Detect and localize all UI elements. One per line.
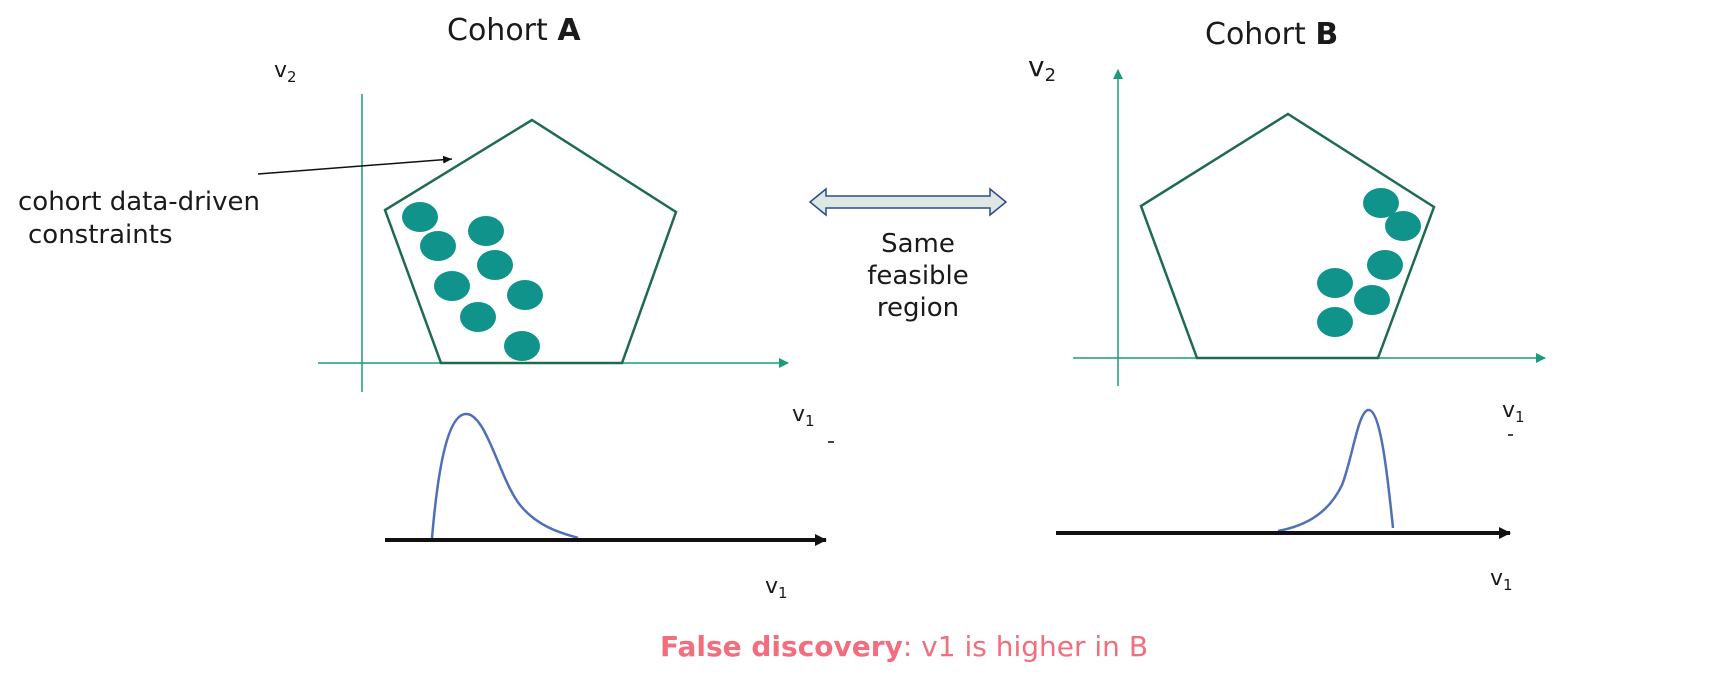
cohort-b-axes [1073,69,1546,386]
cohort-b-feasible-region [1139,112,1436,360]
same-region-double-arrow [808,187,1008,217]
same-feasible-region-line1: Same [881,229,955,259]
cohort-b-x-axis-label-sub: 1 [1515,408,1525,426]
cohort-a-y-axis-label-sub: 2 [287,68,297,86]
cohort-a-data-points [402,202,543,361]
data-point [507,280,543,310]
cohort-b-title: Cohort B [1205,20,1338,50]
cohort-b-x-axis-label-main: v [1502,398,1516,423]
cohort-b-density-axis-label: v1 [1490,564,1513,600]
cohort-a-title-letter: A [557,13,581,48]
cohort-a-title-prefix: Cohort [447,13,558,48]
cohort-a-title: Cohort A [447,16,581,46]
cohort-b-title-letter: B [1315,17,1339,52]
cohort-a-y-axis-label: v2 [274,56,297,92]
data-point [1317,307,1353,337]
stray-mark [828,441,834,443]
constraints-annotation-line1: cohort data-driven [18,187,260,217]
cohort-b-x-axis-label: v1 [1502,396,1525,432]
cohort-a-density-axis-label: v1 [765,572,788,608]
data-point [468,216,504,246]
cohort-a-density-curve [430,412,579,540]
data-point [402,202,438,232]
cohort-a-x-axis-label-main: v [792,402,806,427]
data-point [434,271,470,301]
cohort-a-density-axis-label-main: v [765,574,779,599]
cohort-b-y-axis-label: v2 [1028,52,1056,91]
cohort-a-density-plot [385,412,827,546]
cohort-a-axes [318,94,789,392]
cohort-a-y-axis-label-main: v [274,58,288,83]
cohort-b-data-points [1317,188,1421,337]
data-point [460,302,496,332]
data-point [504,331,540,361]
data-point [1385,211,1421,241]
false-discovery-caption: False discovery: v1 is higher in B [660,632,1148,662]
stray-mark [1508,434,1513,436]
data-point [1367,250,1403,280]
data-point [477,250,513,280]
same-feasible-region-note: Same feasible region [838,228,998,324]
cohort-a-x-axis-label: v1 [792,400,815,436]
cohort-b-y-axis-label-main: v [1028,50,1045,83]
cohort-a-feasible-region [383,118,678,365]
false-discovery-caption-bold: False discovery [660,630,903,663]
cohort-b-density-plot [1056,408,1511,539]
data-point [1363,188,1399,218]
cohort-a-density-axis-label-sub: 1 [778,584,788,602]
false-discovery-caption-rest: : v1 is higher in B [902,630,1149,663]
constraints-annotation: cohort data-driven constraints [18,186,260,252]
same-feasible-region-line2: feasible [867,261,969,291]
data-point [1354,285,1390,315]
cohort-b-density-axis-label-main: v [1490,566,1504,591]
data-point [420,231,456,261]
same-feasible-region-line3: region [876,293,960,323]
cohort-b-y-axis-label-sub: 2 [1044,65,1057,86]
cohort-b-title-prefix: Cohort [1205,17,1316,52]
cohort-b-density-curve [1277,408,1395,533]
data-point [1317,268,1353,298]
annotation-arrow [257,155,453,175]
cohort-a-x-axis-label-sub: 1 [805,412,815,430]
constraints-annotation-line2: constraints [28,220,173,250]
cohort-b-density-axis-label-sub: 1 [1503,576,1513,594]
